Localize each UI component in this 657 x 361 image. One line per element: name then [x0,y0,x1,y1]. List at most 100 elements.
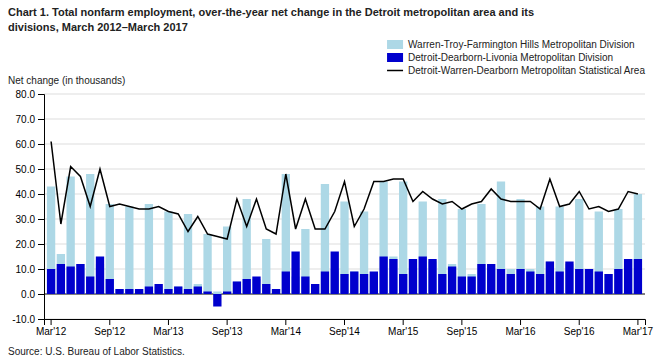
bar [585,269,593,294]
bar [575,269,583,294]
bar [516,199,524,294]
x-tick: Sep'16 [564,319,595,337]
bar [96,257,104,295]
bar [311,284,319,294]
y-tick-label: -10.0 [12,314,35,325]
bar [624,259,632,294]
bar [243,199,251,294]
y-tick-mark [38,244,44,245]
bar [194,284,202,294]
y-tick-label: 20.0 [16,239,36,250]
y-tick: 10.0 [16,264,44,275]
bar [301,229,309,294]
bar [458,277,466,295]
bar [419,257,427,295]
bar [614,209,622,294]
y-tick-mark [38,219,44,220]
x-tick: Sep'12 [94,319,125,337]
bar [467,277,475,295]
annotation: Source: U.S. Bureau of Labor Statistics. [8,346,185,357]
marks [47,142,642,307]
y-tick-mark [38,169,44,170]
bar [86,277,94,295]
bar [76,264,84,294]
grid-line [44,119,645,120]
bar [106,279,114,294]
x-tick: Mar'14 [271,319,302,337]
bar [115,289,123,294]
x-tick-mark [285,319,286,325]
bar [66,177,74,295]
bar [115,289,123,294]
bar [282,272,290,295]
bar [409,259,417,294]
y-axis-title: Net change (in thousands) [8,75,125,86]
legend-swatch [387,53,403,62]
x-tick-label: Mar'14 [271,326,302,337]
y-axis-line [38,95,45,320]
bar [546,262,554,295]
bar [340,202,348,295]
x-tick-label: Mar'15 [388,326,419,337]
bar [47,187,55,295]
bar [556,207,564,295]
bar [536,274,544,294]
bar [370,272,378,295]
bar [379,182,387,295]
bar [428,259,436,294]
x-tick: Mar'12 [36,319,67,337]
bar [389,257,397,295]
bar [145,287,153,295]
y-tick-label: 40.0 [16,189,36,200]
y-tick: 30.0 [16,214,44,225]
bar [507,274,515,294]
bar [419,202,427,295]
x-tick: Sep'15 [446,319,477,337]
line [51,142,638,240]
x-tick-mark [520,319,521,325]
bar [321,184,329,294]
x-tick-mark [168,319,169,325]
bar [595,212,603,295]
bar [379,257,387,295]
bar [448,267,456,295]
y-tick-label: 60.0 [16,139,36,150]
bar [233,282,241,295]
bar [174,287,182,295]
y-tick-mark [38,319,44,320]
bar [76,264,84,294]
bar [448,264,456,294]
x-axis-line [45,320,646,326]
bar [262,239,270,294]
bar [272,289,280,294]
bar [135,289,143,294]
legend: Warren-Troy-Farmington Hills Metropolita… [387,39,645,76]
bar [438,274,446,294]
bar [213,294,221,307]
bar [145,204,153,294]
x-tick: Mar'17 [623,319,654,337]
y-tick: 40.0 [16,189,44,200]
x-tick-mark [109,319,110,325]
x-tick-label: Sep'13 [212,326,243,337]
bar [164,212,172,295]
bar [213,292,221,295]
bar [458,209,466,294]
y-tick-label: 10.0 [16,264,36,275]
y-tick: 50.0 [16,164,44,175]
bar [164,289,172,294]
bar [262,284,270,294]
x-tick-label: Mar'13 [153,326,184,337]
bar [604,274,612,294]
bar [526,269,534,294]
x-tick-label: Sep'15 [446,326,477,337]
x-tick-mark [579,319,580,325]
legend-label: Detroit-Warren-Dearborn Metropolitan Sta… [408,65,645,76]
y-tick: 0.0 [21,289,44,300]
y-tick-label: 80.0 [16,89,36,100]
title: Chart 1. Total nonfarm employment, over-… [8,6,534,18]
bar [516,269,524,294]
bar [634,194,642,294]
x-tick: Mar'13 [153,319,184,337]
y-tick-mark [38,144,44,145]
